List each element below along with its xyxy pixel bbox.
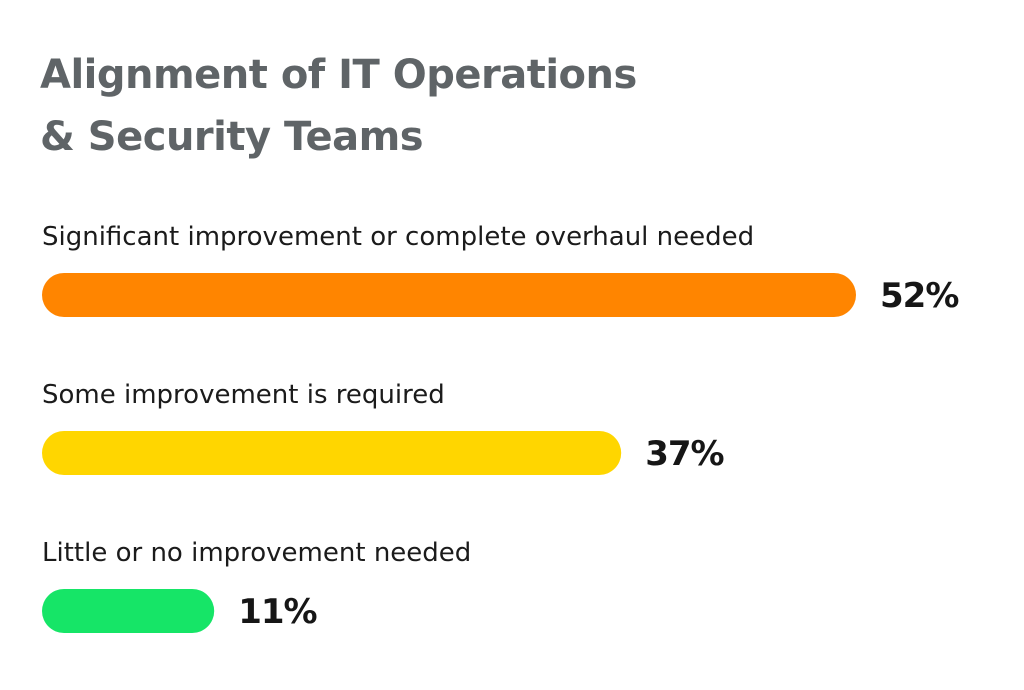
bar	[42, 273, 856, 317]
value-label: 11%	[238, 592, 316, 632]
chart-title-line-2: & Security Teams	[40, 114, 424, 160]
category-label: Significant improvement or complete over…	[42, 222, 754, 252]
category-label: Little or no improvement needed	[42, 538, 471, 568]
value-label: 52%	[880, 276, 958, 316]
bar	[42, 589, 215, 633]
chart-title-line-1: Alignment of IT Operations	[40, 52, 637, 98]
bar	[42, 431, 622, 475]
value-label: 37%	[645, 434, 723, 474]
category-label: Some improvement is required	[42, 380, 445, 410]
chart-title: Alignment of IT Operations & Security Te…	[40, 44, 800, 168]
